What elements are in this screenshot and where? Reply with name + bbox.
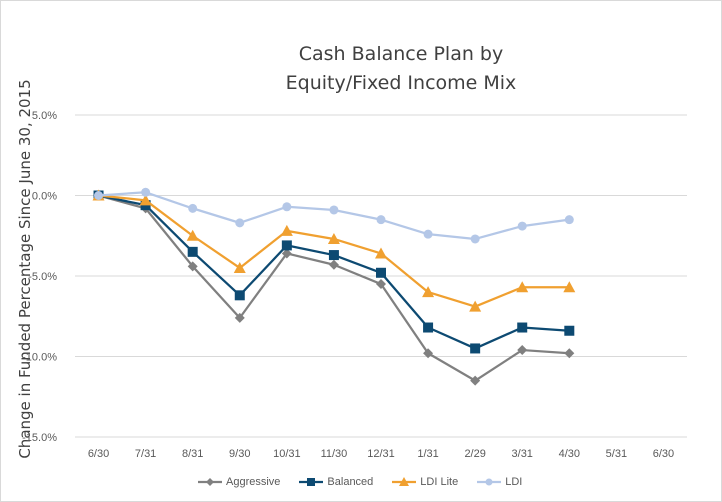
x-tick-label: 9/30	[229, 448, 250, 460]
y-tick-label: 0.0%	[32, 191, 57, 203]
legend-label: Balanced	[327, 476, 374, 488]
x-tick-label: 10/31	[273, 448, 301, 460]
legend-swatch	[299, 478, 324, 486]
data-point-aggressive	[517, 345, 528, 356]
data-point-aggressive	[423, 348, 434, 359]
data-point-ldi-lite	[233, 261, 246, 273]
legend-marker	[485, 478, 493, 486]
data-point-aggressive	[187, 261, 198, 272]
data-point-ldi-lite	[422, 286, 435, 298]
data-point-ldi-lite	[327, 232, 340, 244]
legend-item-balanced: Balanced	[298, 476, 373, 488]
legend-item-ldi-lite: LDI Lite	[391, 476, 458, 488]
y-tick-label: -10.0%	[22, 352, 57, 364]
data-point-ldi-lite	[563, 281, 576, 293]
data-point-ldi-lite	[280, 224, 293, 236]
x-tick-label: 2/29	[464, 448, 485, 460]
data-point-balanced	[423, 322, 434, 333]
data-point-aggressive	[281, 248, 292, 259]
data-point-ldi-lite	[375, 247, 387, 259]
legend-marker	[399, 477, 410, 486]
data-point-ldi	[141, 187, 151, 197]
data-point-aggressive	[564, 348, 575, 359]
legend-swatch	[477, 478, 502, 486]
data-point-ldi	[564, 215, 574, 225]
x-tick-label: 11/30	[321, 448, 348, 460]
data-point-ldi	[235, 218, 245, 228]
legend-item-ldi: LDI	[476, 476, 522, 488]
x-tick-label: 3/31	[512, 448, 533, 460]
data-point-ldi	[188, 203, 198, 213]
data-point-balanced	[470, 343, 481, 354]
x-tick-label: 6/30	[88, 448, 109, 460]
data-point-ldi	[282, 202, 292, 212]
chart-title-line-1: Cash Balance Plan by	[298, 43, 504, 65]
chart-legend: Aggressive Balanced LDI Lite LDI	[197, 474, 522, 490]
chart-title-line-2: Equity/Fixed Income Mix	[285, 72, 517, 94]
data-point-balanced	[564, 325, 575, 336]
data-point-ldi	[94, 191, 104, 200]
data-point-aggressive	[470, 375, 481, 386]
data-point-ldi	[329, 205, 339, 215]
data-point-balanced	[281, 240, 292, 251]
legend-swatch	[198, 478, 222, 486]
data-point-aggressive	[376, 279, 386, 290]
data-point-balanced	[234, 290, 245, 301]
data-point-aggressive	[234, 312, 245, 323]
series-line-aggressive	[98, 194, 570, 382]
data-point-balanced	[376, 267, 386, 278]
data-point-aggressive	[328, 259, 339, 270]
x-tick-label: 5/31	[606, 448, 627, 460]
y-tick-label: -5.0%	[28, 271, 57, 283]
data-point-ldi-lite	[469, 300, 482, 312]
legend-marker	[307, 478, 316, 486]
data-point-balanced	[328, 250, 339, 261]
x-tick-label: 12/31	[367, 448, 395, 460]
legend-label: LDI Lite	[420, 476, 459, 488]
data-point-balanced	[187, 246, 198, 257]
data-point-ldi	[376, 215, 386, 225]
x-tick-label: 7/31	[135, 448, 156, 460]
data-point-ldi	[423, 229, 433, 239]
data-point-ldi-lite	[186, 229, 199, 241]
y-tick-label: 5.0%	[32, 110, 57, 122]
legend-marker	[206, 478, 214, 486]
legend-item-aggressive: Aggressive	[197, 476, 280, 488]
series-line-ldi	[98, 191, 570, 241]
data-point-ldi-lite	[139, 194, 152, 206]
legend-label: Aggressive	[226, 476, 281, 488]
x-tick-label: 8/31	[182, 448, 203, 460]
x-tick-label: 4/30	[559, 448, 580, 460]
x-tick-label: 6/30	[653, 448, 674, 460]
legend-label: LDI	[505, 476, 523, 488]
data-point-balanced	[517, 322, 528, 333]
y-tick-label: -15.0%	[22, 432, 57, 444]
legend-swatch	[392, 477, 417, 486]
x-tick-label: 1/31	[417, 448, 438, 460]
data-point-ldi	[517, 221, 527, 231]
data-point-ldi	[470, 234, 480, 244]
data-point-ldi-lite	[516, 281, 529, 293]
